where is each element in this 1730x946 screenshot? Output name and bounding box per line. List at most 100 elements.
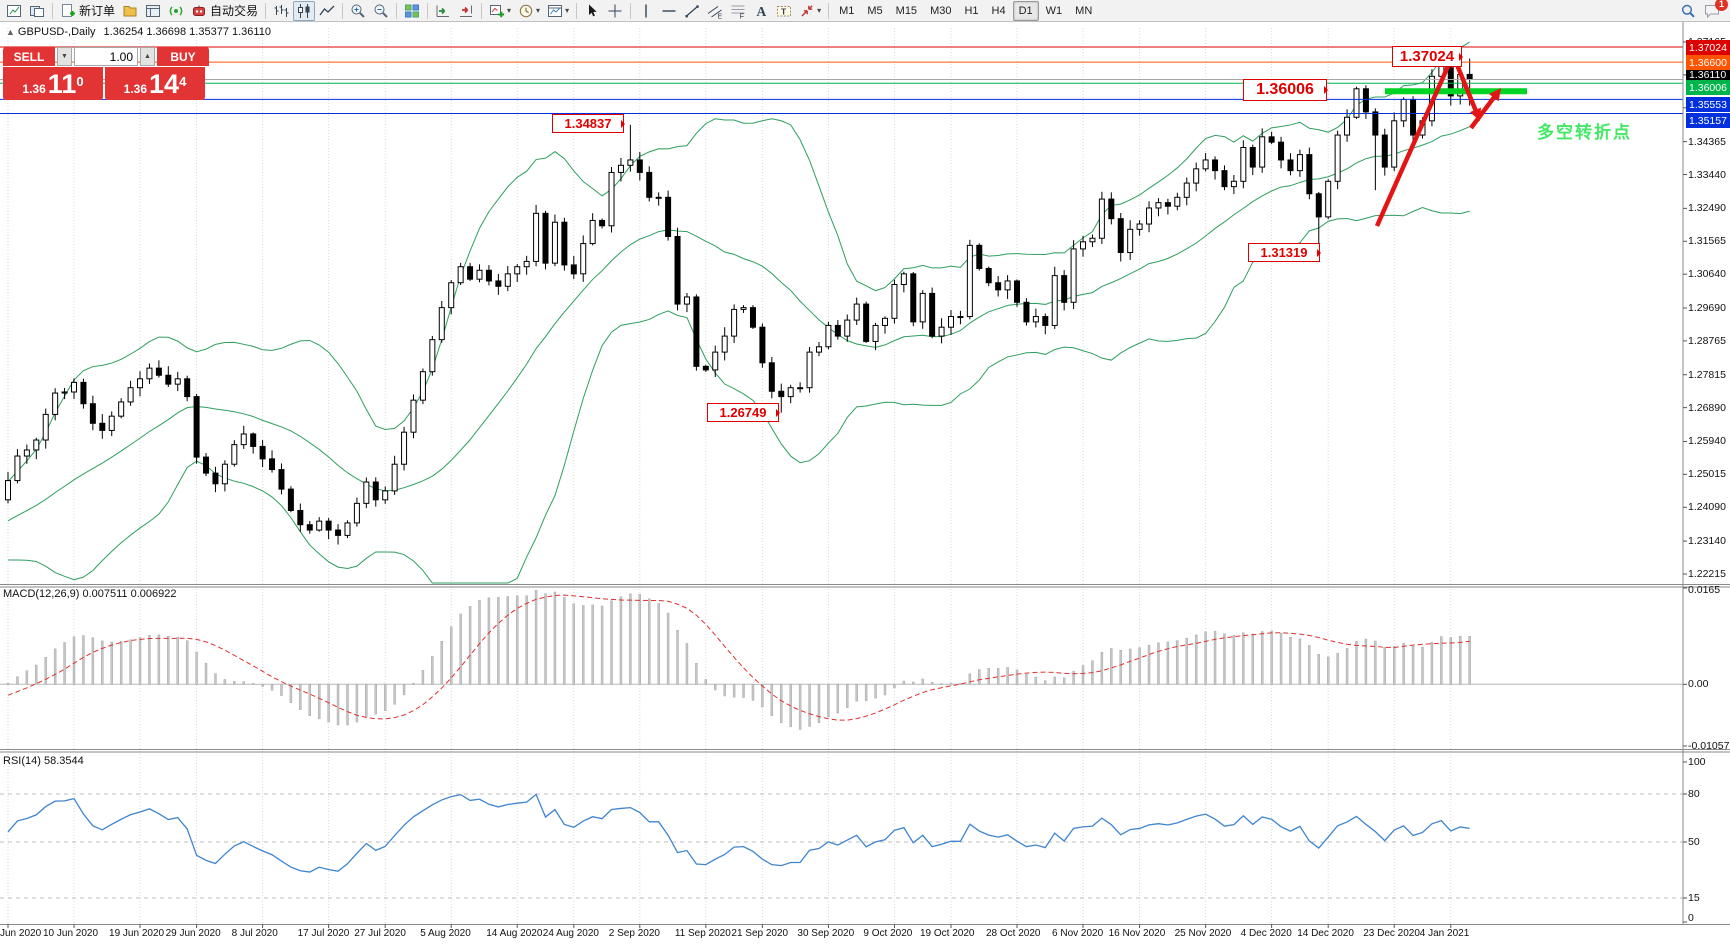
line-chart-button[interactable] <box>316 1 338 21</box>
buy-button[interactable]: BUY <box>157 47 209 66</box>
sell-price-button[interactable]: 1.36 11 0 <box>3 67 103 100</box>
periods-button[interactable]: ▾ <box>515 1 543 21</box>
line-chart-icon <box>319 3 335 19</box>
candlestick-chart-icon <box>296 3 312 19</box>
timeframe-m5-button[interactable]: M5 <box>867 4 883 17</box>
periods-icon <box>518 3 534 19</box>
sell-button[interactable]: SELL <box>3 47 55 66</box>
chat-button[interactable]: 1 <box>1701 0 1728 21</box>
history-center-button[interactable] <box>119 1 141 21</box>
date-axis-label: 27 Jul 2020 <box>354 928 406 939</box>
arrows-icon <box>799 3 815 19</box>
price-axis-label: 1.36110 <box>1686 67 1730 83</box>
price-callout[interactable]: 1.34837 <box>552 114 625 133</box>
chart-shift-button[interactable] <box>455 1 477 21</box>
price-axis-tick: 1.25940 <box>1688 435 1726 448</box>
templates-button[interactable]: ▾ <box>544 1 572 21</box>
indicator-axis-label: 0.0165 <box>1688 584 1721 596</box>
date-axis-label: Jun 2020 <box>0 928 42 939</box>
toolbar-separator <box>576 2 578 19</box>
trendline-button[interactable] <box>681 1 703 21</box>
bar-chart-icon <box>273 3 289 19</box>
notification-badge: 1 <box>1715 0 1728 11</box>
candlestick-chart-button[interactable] <box>293 0 316 21</box>
profiles-button[interactable] <box>26 1 48 21</box>
text-label-icon: T <box>776 3 792 19</box>
price-axis-label: 1.35553 <box>1686 97 1730 113</box>
market-watch-button[interactable] <box>142 1 164 21</box>
chevron-down-icon: ▾ <box>507 6 512 15</box>
chart-window-button[interactable] <box>3 1 25 21</box>
price-axis-tick: 1.32490 <box>1688 202 1726 215</box>
sell-price-base: 1.36 <box>22 82 46 97</box>
date-axis-label: 16 Nov 2020 <box>1108 928 1166 939</box>
auto-scroll-button[interactable] <box>432 1 454 21</box>
autotrading-button[interactable]: 自动交易 <box>188 1 261 21</box>
tile-windows-button[interactable] <box>401 1 423 21</box>
zoom-in-button[interactable] <box>347 1 369 21</box>
arrows-button[interactable]: ▾ <box>796 1 824 21</box>
history-center-icon <box>122 3 138 19</box>
new-order-button[interactable]: 新订单 <box>57 1 118 21</box>
indicator-axis-label: 100 <box>1688 756 1706 768</box>
buy-price-button[interactable]: 1.36 14 4 <box>105 67 205 100</box>
svg-text:F: F <box>740 11 745 19</box>
date-axis-label: 23 Dec 2020 <box>1363 928 1420 939</box>
text-button[interactable]: A <box>750 1 772 21</box>
price-axis-label: 1.36600 <box>1686 55 1730 71</box>
price-callout[interactable]: 1.31319 <box>1248 243 1321 262</box>
zoom-out-button[interactable] <box>370 1 392 21</box>
signals-button[interactable] <box>165 1 187 21</box>
panel-separator[interactable] <box>0 583 1730 587</box>
volume-decrease-button[interactable]: ▼ <box>57 47 72 66</box>
timeframe-w1-button[interactable]: W1 <box>1045 4 1063 17</box>
timeframe-m15-button[interactable]: M15 <box>895 4 918 17</box>
svg-text:T: T <box>781 6 787 16</box>
price-callout[interactable]: 1.37024 <box>1392 46 1463 67</box>
timeframe-h4-button[interactable]: H4 <box>991 4 1006 17</box>
price-axis-tick: 1.23140 <box>1688 535 1726 548</box>
indicators-button[interactable]: ▾ <box>486 1 514 21</box>
timeframe-h1-button[interactable]: H1 <box>964 4 979 17</box>
chart-symbol-title: ▲ GBPUSD-,Daily 1.36254 1.36698 1.35377 1.… <box>6 26 271 38</box>
buy-price-base: 1.36 <box>123 82 148 97</box>
timeframe-m1-button[interactable]: M1 <box>839 4 855 17</box>
indicators-icon <box>489 3 505 19</box>
date-axis-label: 21 Sep 2020 <box>731 928 789 939</box>
timeframe-d1-button[interactable]: D1 <box>1012 0 1039 21</box>
date-axis-label: 19 Jun 2020 <box>109 928 165 939</box>
bar-chart-button[interactable] <box>270 1 292 21</box>
timeframe-m30-button[interactable]: M30 <box>930 4 952 17</box>
svg-text:A: A <box>757 4 767 19</box>
date-axis-label: 4 Jan 2021 <box>1419 928 1470 939</box>
crosshair-button[interactable] <box>604 1 626 21</box>
price-callout[interactable]: 1.36006 <box>1243 79 1328 101</box>
chart-window-icon <box>6 3 22 19</box>
vertical-line-button[interactable] <box>635 1 657 21</box>
new-order-label: 新订单 <box>79 4 116 18</box>
market-watch-icon <box>145 3 161 19</box>
new-order-icon <box>60 3 76 19</box>
turning-point-annotation[interactable]: 多空转折点 <box>1537 123 1632 142</box>
chevron-down-icon: ▼ <box>61 53 68 60</box>
price-axis-tick: 1.22215 <box>1688 568 1726 580</box>
toolbar-right-group: 1 <box>1677 0 1728 21</box>
text-label-button[interactable]: T <box>773 1 795 21</box>
equidistant-channel-button[interactable]: E <box>704 1 726 21</box>
date-axis-label: 10 Jun 2020 <box>43 928 99 939</box>
date-axis-label: 9 Oct 2020 <box>863 928 913 939</box>
search-button[interactable] <box>1677 1 1699 21</box>
indicator-axis-label: 0 <box>1688 912 1694 924</box>
volume-input[interactable] <box>74 47 138 66</box>
volume-increase-button[interactable]: ▲ <box>140 47 155 66</box>
macd-indicator-label: MACD(12,26,9) 0.007511 0.006922 <box>3 588 177 600</box>
fibonacci-button[interactable]: F <box>727 1 749 21</box>
timeframe-mn-button[interactable]: MN <box>1075 4 1093 17</box>
horizontal-line-button[interactable] <box>658 1 680 21</box>
price-callout[interactable]: 1.26749 <box>707 403 780 422</box>
cursor-button[interactable] <box>581 1 603 21</box>
panel-separator[interactable] <box>0 748 1730 752</box>
chevron-down-icon: ▾ <box>817 6 822 15</box>
